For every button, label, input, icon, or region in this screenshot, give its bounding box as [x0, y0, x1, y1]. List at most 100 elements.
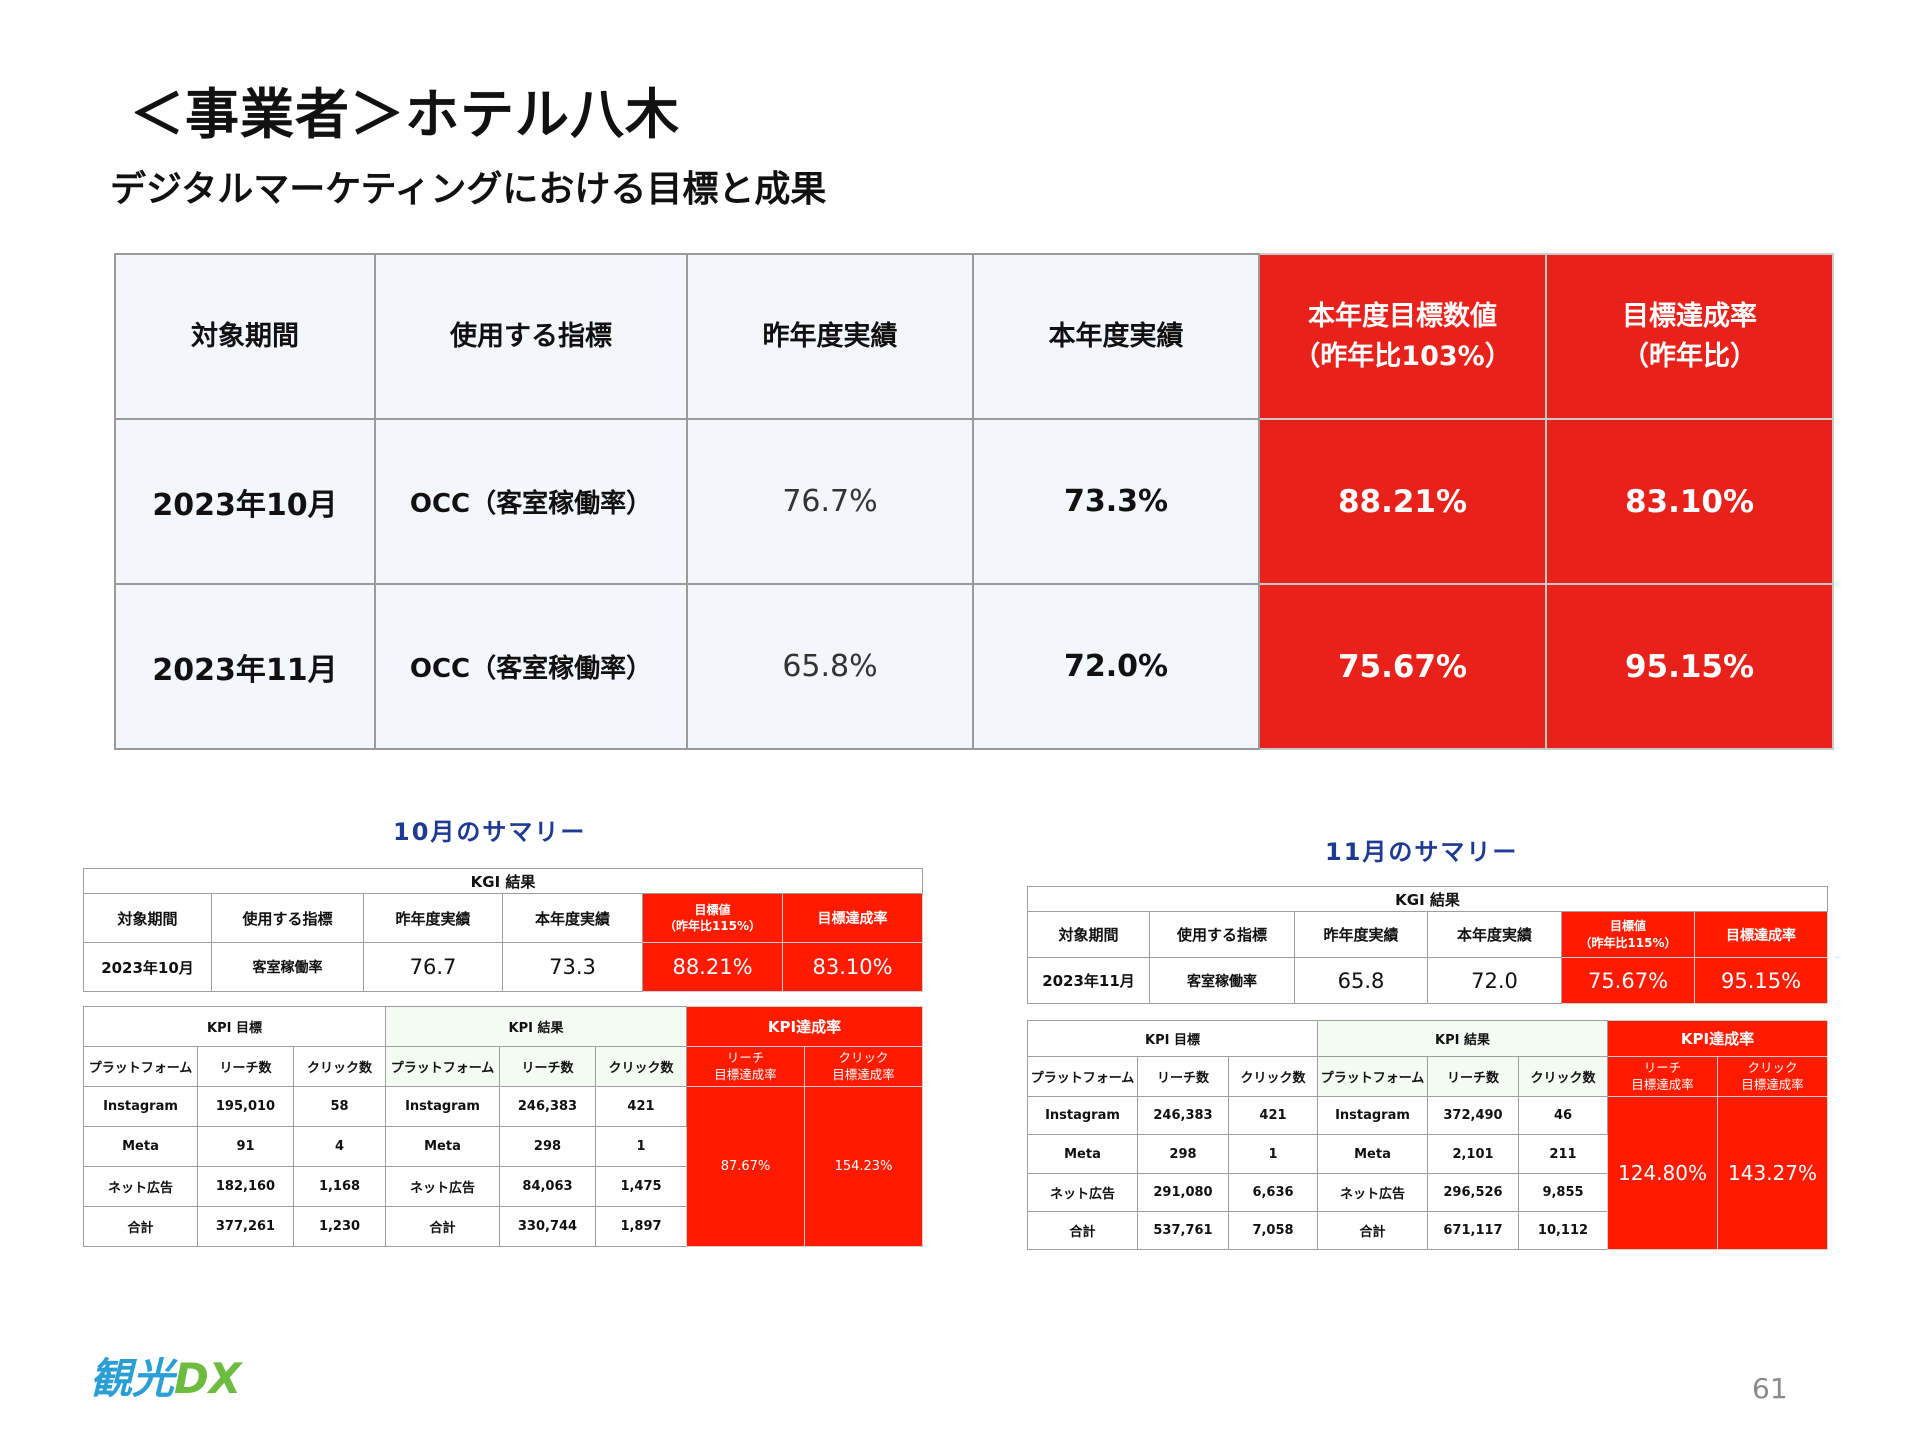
kpi-sub-header-row: プラットフォーム リーチ数 クリック数 プラットフォーム リーチ数 クリック数 …	[83, 1046, 924, 1087]
table-row: Meta 298 1 Meta 2,101 211	[1027, 1134, 1828, 1174]
kgi-header-this-year: 本年度実績	[502, 893, 643, 944]
kpi-header-platform: プラットフォーム	[1317, 1056, 1428, 1098]
kgi-cell-last-year: 65.8	[1294, 957, 1428, 1004]
kpi-cell: 182,160	[197, 1166, 294, 1207]
kpi-cell: 421	[1228, 1096, 1318, 1136]
kpi-cell: 421	[595, 1086, 687, 1127]
november-summary-title: 11月のサマリー	[1325, 838, 1519, 866]
kanko-dx-logo: 観光DX	[90, 1345, 241, 1406]
main-cell-period: 2023年10月	[114, 418, 376, 585]
kpi-cell: 1	[595, 1126, 687, 1167]
kpi-rate-group-header: KPI達成率	[1606, 1019, 1829, 1058]
kgi-cell-this-year: 73.3	[502, 942, 643, 992]
kpi-header-clicks: クリック数	[293, 1046, 386, 1087]
main-cell-target: 88.21%	[1258, 418, 1547, 585]
kpi-header-platform: プラットフォーム	[83, 1046, 198, 1087]
kpi-result-group-header: KPI 結果	[1317, 1019, 1608, 1058]
main-cell-this-year: 73.3%	[972, 418, 1260, 585]
kgi-header-this-year: 本年度実績	[1427, 911, 1562, 958]
kgi-header-metric: 使用する指標	[1149, 911, 1295, 958]
main-header-last-year: 昨年度実績	[686, 253, 974, 420]
kgi-cell-this-year: 72.0	[1427, 957, 1562, 1004]
kpi-cell: 46	[1518, 1096, 1608, 1136]
kpi-header-reach-rate: リーチ 目標達成率	[1607, 1056, 1718, 1098]
kpi-cell: 330,744	[499, 1206, 596, 1247]
kpi-cell: Meta	[83, 1126, 198, 1167]
table-row: ネット広告 182,160 1,168 ネット広告 84,063 1,475	[83, 1166, 923, 1207]
kpi-cell: 合計	[1317, 1210, 1428, 1251]
kgi-header-achievement: 目標達成率	[1693, 911, 1829, 958]
kpi-cell: 10,112	[1518, 1210, 1608, 1251]
kpi-cell: 1,168	[293, 1166, 386, 1207]
kpi-cell: Meta	[1027, 1134, 1138, 1174]
kpi-cell: 合計	[385, 1206, 500, 1247]
kpi-cell: 91	[197, 1126, 294, 1167]
kgi-cell-period: 2023年10月	[83, 942, 212, 992]
kpi-cell: 298	[1137, 1134, 1229, 1174]
kpi-header-clicks: クリック数	[1228, 1056, 1318, 1098]
table-row: 2023年11月 OCC（客室稼働率） 65.8% 72.0% 75.67% 9…	[114, 583, 1834, 750]
kpi-group-header-row: KPI 目標 KPI 結果 KPI達成率	[83, 1006, 924, 1047]
main-cell-metric: OCC（客室稼働率）	[374, 583, 688, 750]
kgi-header-achievement: 目標達成率	[781, 893, 924, 944]
kgi-header-metric: 使用する指標	[211, 893, 364, 944]
kgi-cell-period: 2023年11月	[1027, 957, 1150, 1004]
kpi-result-group-header: KPI 結果	[385, 1006, 687, 1047]
main-cell-this-year: 72.0%	[972, 583, 1260, 750]
kpi-header-click-rate: クリック 目標達成率	[803, 1046, 924, 1087]
logo-text-part1: 観光	[90, 1354, 175, 1403]
kgi-caption-row: KGI 結果	[82, 867, 924, 895]
kpi-cell: 246,383	[1137, 1096, 1229, 1136]
main-cell-metric: OCC（客室稼働率）	[374, 418, 688, 585]
page-subtitle: デジタルマーケティングにおける目標と成果	[110, 169, 827, 210]
kpi-cell: 372,490	[1427, 1096, 1519, 1136]
kpi-cell: 2,101	[1427, 1134, 1519, 1174]
kgi-header-period: 対象期間	[1027, 911, 1150, 958]
kpi-cell: 1,230	[293, 1206, 386, 1247]
kgi-caption: KGI 結果	[82, 867, 924, 895]
kpi-cell: Instagram	[83, 1086, 198, 1127]
kpi-header-platform: プラットフォーム	[1027, 1056, 1138, 1098]
main-cell-achievement: 83.10%	[1545, 418, 1834, 585]
kpi-cell: 291,080	[1137, 1172, 1229, 1212]
kgi-header-row: 対象期間 使用する指標 昨年度実績 本年度実績 目標値 （昨年比115%） 目標…	[83, 893, 924, 944]
kpi-cell: 296,526	[1427, 1172, 1519, 1212]
kgi-header-last-year: 昨年度実績	[1294, 911, 1428, 958]
kpi-cell: 195,010	[197, 1086, 294, 1127]
kpi-reach-rate: 87.67%	[686, 1086, 805, 1247]
main-header-target: 本年度目標数値 （昨年比103%）	[1258, 253, 1547, 420]
kpi-target-group-header: KPI 目標	[83, 1006, 386, 1047]
main-table-header-row: 対象期間 使用する指標 昨年度実績 本年度実績 本年度目標数値 （昨年比103%…	[114, 253, 1834, 420]
page-title: ＜事業者＞ホテル八木	[130, 83, 680, 146]
kgi-cell-achievement: 83.10%	[781, 942, 924, 992]
kpi-cell: ネット広告	[1317, 1172, 1428, 1212]
table-row: 2023年11月 客室稼働率 65.8 72.0 75.67% 95.15%	[1027, 957, 1829, 1004]
logo-text-part2: DX	[174, 1354, 242, 1403]
kpi-cell: ネット広告	[1027, 1172, 1138, 1212]
kgi-header-target: 目標値 （昨年比115%）	[642, 893, 783, 944]
main-results-table: 対象期間 使用する指標 昨年度実績 本年度実績 本年度目標数値 （昨年比103%…	[114, 253, 1834, 750]
main-header-period: 対象期間	[114, 253, 376, 420]
table-row: 2023年10月 客室稼働率 76.7 73.3 88.21% 83.10%	[83, 942, 924, 992]
main-header-metric: 使用する指標	[374, 253, 688, 420]
main-cell-achievement: 95.15%	[1545, 583, 1834, 750]
kpi-cell: ネット広告	[83, 1166, 198, 1207]
november-kpi-table: KPI 目標 KPI 結果 KPI達成率 プラットフォーム リーチ数 クリック数…	[1027, 1019, 1829, 1251]
kpi-cell: 84,063	[499, 1166, 596, 1207]
kgi-cell-metric: 客室稼働率	[1149, 957, 1295, 1004]
kgi-caption: KGI 結果	[1026, 886, 1829, 912]
table-row: ネット広告 291,080 6,636 ネット広告 296,526 9,855	[1027, 1172, 1828, 1212]
kgi-header-last-year: 昨年度実績	[363, 893, 503, 944]
kpi-header-reach: リーチ数	[499, 1046, 596, 1087]
kpi-header-reach: リーチ数	[1427, 1056, 1519, 1098]
october-kgi-table: KGI 結果 対象期間 使用する指標 昨年度実績 本年度実績 目標値 （昨年比1…	[82, 867, 924, 992]
main-header-this-year: 本年度実績	[972, 253, 1260, 420]
kpi-header-reach: リーチ数	[197, 1046, 294, 1087]
kpi-cell: 6,636	[1228, 1172, 1318, 1212]
kpi-cell: 合計	[1027, 1210, 1138, 1251]
kpi-cell: 1,475	[595, 1166, 687, 1207]
kpi-header-clicks: クリック数	[595, 1046, 687, 1087]
kpi-cell: 合計	[83, 1206, 198, 1247]
kpi-rate-group-header: KPI達成率	[685, 1006, 924, 1047]
main-cell-target: 75.67%	[1258, 583, 1547, 750]
